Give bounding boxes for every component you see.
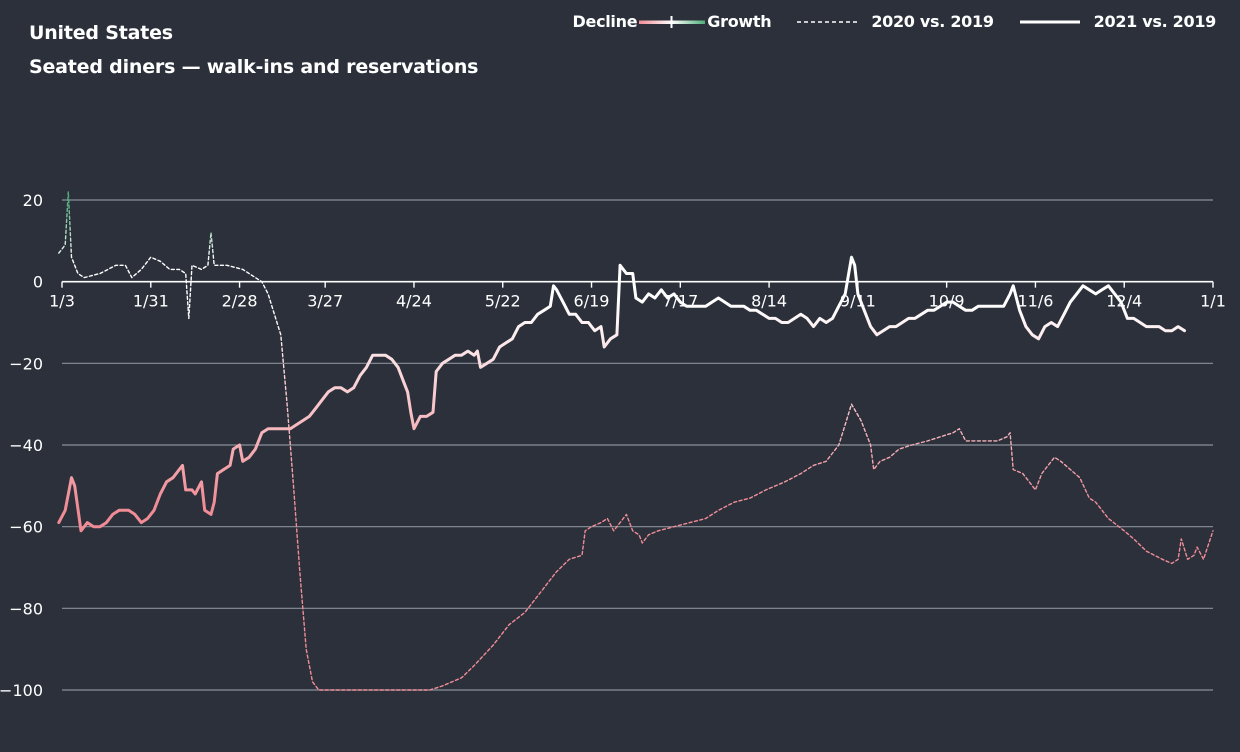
y-tick-label: 0 bbox=[33, 273, 43, 292]
x-tick-label: 8/14 bbox=[751, 292, 787, 311]
x-tick-label: 4/24 bbox=[396, 292, 432, 311]
chart-subtitle: Seated diners — walk-ins and reservation… bbox=[29, 56, 479, 78]
legend-growth-label: Growth bbox=[707, 12, 772, 31]
legend-decline-label: Decline bbox=[572, 12, 638, 31]
legend-zero-marker bbox=[670, 15, 673, 28]
x-tick-label: 3/27 bbox=[307, 292, 343, 311]
series-line-2020 bbox=[58, 191, 1214, 691]
legend-gradient-item: Decline Growth bbox=[573, 12, 772, 31]
x-tick-label: 9/11 bbox=[840, 292, 876, 311]
y-tick-label: −20 bbox=[9, 354, 43, 373]
legend-solid-line-swatch bbox=[1019, 20, 1080, 23]
x-tick-label: 1/31 bbox=[133, 292, 169, 311]
y-tick-label: 20 bbox=[23, 191, 43, 210]
x-tick-label: 1/1 bbox=[1200, 292, 1226, 311]
x-tick-label: 5/22 bbox=[485, 292, 521, 311]
legend-dashed-line-swatch bbox=[797, 20, 858, 23]
legend-item-2021: 2021 vs. 2019 bbox=[1019, 12, 1217, 31]
legend-2020-label: 2020 vs. 2019 bbox=[871, 12, 994, 31]
x-tick-label: 11/6 bbox=[1017, 292, 1053, 311]
legend-2021-label: 2021 vs. 2019 bbox=[1093, 12, 1217, 31]
chart-title: United States bbox=[29, 22, 173, 44]
y-tick-label: −100 bbox=[0, 681, 43, 700]
y-tick-label: −40 bbox=[9, 436, 43, 455]
x-tick-label: 2/28 bbox=[222, 292, 258, 311]
series-line-2021 bbox=[57, 255, 1186, 533]
y-tick-label: −80 bbox=[9, 599, 43, 618]
y-tick-label: −60 bbox=[9, 518, 43, 537]
x-tick-label: 6/19 bbox=[574, 292, 610, 311]
x-tick-label: 1/3 bbox=[49, 292, 75, 311]
legend-item-2020: 2020 vs. 2019 bbox=[797, 12, 994, 31]
legend-gradient-swatch bbox=[639, 15, 706, 28]
legend: Decline Growth 2020 vs. 2019 2021 vs. 20… bbox=[573, 12, 1217, 31]
